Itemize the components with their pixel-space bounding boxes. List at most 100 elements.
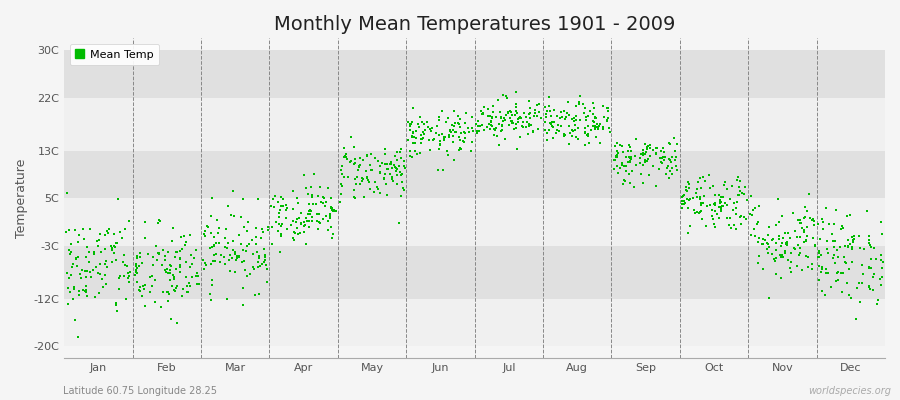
Point: [733, 188, 747, 194]
Point: [841, 280, 855, 286]
Point: [718, 179, 733, 186]
Point: [864, 244, 878, 250]
Point: [225, 188, 239, 194]
Point: [320, 218, 335, 224]
Point: [250, 264, 265, 270]
Point: [489, 124, 503, 131]
Point: [617, 178, 632, 185]
Point: [298, 221, 312, 228]
Point: [99, 258, 113, 264]
Point: [567, 127, 581, 134]
Point: [121, 270, 135, 276]
Point: [569, 134, 583, 140]
Point: [454, 145, 468, 152]
Point: [724, 225, 738, 231]
Point: [227, 213, 241, 219]
Point: [805, 260, 819, 267]
Point: [657, 156, 671, 163]
Point: [397, 162, 411, 169]
Point: [98, 232, 112, 239]
Point: [495, 127, 509, 133]
Point: [314, 199, 328, 206]
Point: [552, 128, 566, 134]
Point: [835, 223, 850, 229]
Point: [635, 147, 650, 153]
Point: [538, 114, 553, 120]
Point: [374, 162, 388, 169]
Point: [715, 203, 729, 209]
Point: [866, 286, 880, 293]
Point: [830, 270, 844, 276]
Point: [641, 156, 655, 162]
Point: [100, 264, 114, 270]
Point: [69, 263, 84, 270]
Point: [353, 181, 367, 187]
Point: [792, 217, 806, 223]
Point: [799, 253, 814, 259]
Point: [207, 242, 221, 248]
Point: [118, 262, 132, 268]
Point: [578, 125, 592, 131]
Point: [453, 137, 467, 144]
Point: [677, 192, 691, 198]
Point: [405, 119, 419, 125]
Point: [351, 166, 365, 173]
Point: [218, 244, 232, 250]
Point: [628, 162, 643, 168]
Point: [315, 215, 329, 222]
Point: [92, 290, 106, 296]
Point: [689, 186, 704, 193]
Point: [554, 122, 568, 129]
Point: [607, 166, 621, 172]
Point: [586, 111, 600, 118]
Point: [294, 220, 309, 227]
Point: [334, 190, 348, 197]
Point: [597, 114, 611, 120]
Point: [578, 129, 592, 135]
Point: [266, 196, 280, 202]
Point: [260, 266, 274, 272]
Point: [861, 237, 876, 243]
Point: [143, 274, 157, 280]
Point: [636, 150, 651, 156]
Point: [84, 274, 98, 280]
Point: [139, 302, 153, 309]
Point: [486, 109, 500, 115]
Point: [680, 230, 695, 236]
Point: [712, 204, 726, 210]
Point: [60, 301, 75, 307]
Point: [623, 180, 637, 186]
Point: [513, 114, 527, 120]
Point: [66, 296, 80, 302]
Point: [183, 232, 197, 238]
Point: [869, 256, 884, 262]
Point: [616, 180, 630, 187]
Point: [461, 125, 475, 132]
Point: [168, 248, 183, 255]
Point: [163, 270, 177, 276]
Point: [108, 300, 122, 306]
Point: [413, 136, 428, 142]
Point: [545, 122, 560, 129]
Point: [544, 113, 558, 119]
Point: [709, 211, 724, 218]
Point: [637, 150, 652, 157]
Point: [705, 213, 719, 219]
Point: [88, 264, 103, 270]
Point: [70, 238, 85, 245]
Point: [117, 252, 131, 258]
Point: [836, 270, 850, 276]
Point: [374, 190, 388, 196]
Point: [453, 146, 467, 153]
Point: [708, 201, 723, 208]
Point: [132, 254, 147, 260]
Point: [694, 208, 708, 214]
Point: [205, 244, 220, 250]
Point: [515, 123, 529, 129]
Point: [115, 258, 130, 265]
Point: [165, 238, 179, 244]
Point: [133, 284, 148, 290]
Point: [457, 130, 472, 136]
Point: [798, 214, 813, 221]
Point: [790, 234, 805, 240]
